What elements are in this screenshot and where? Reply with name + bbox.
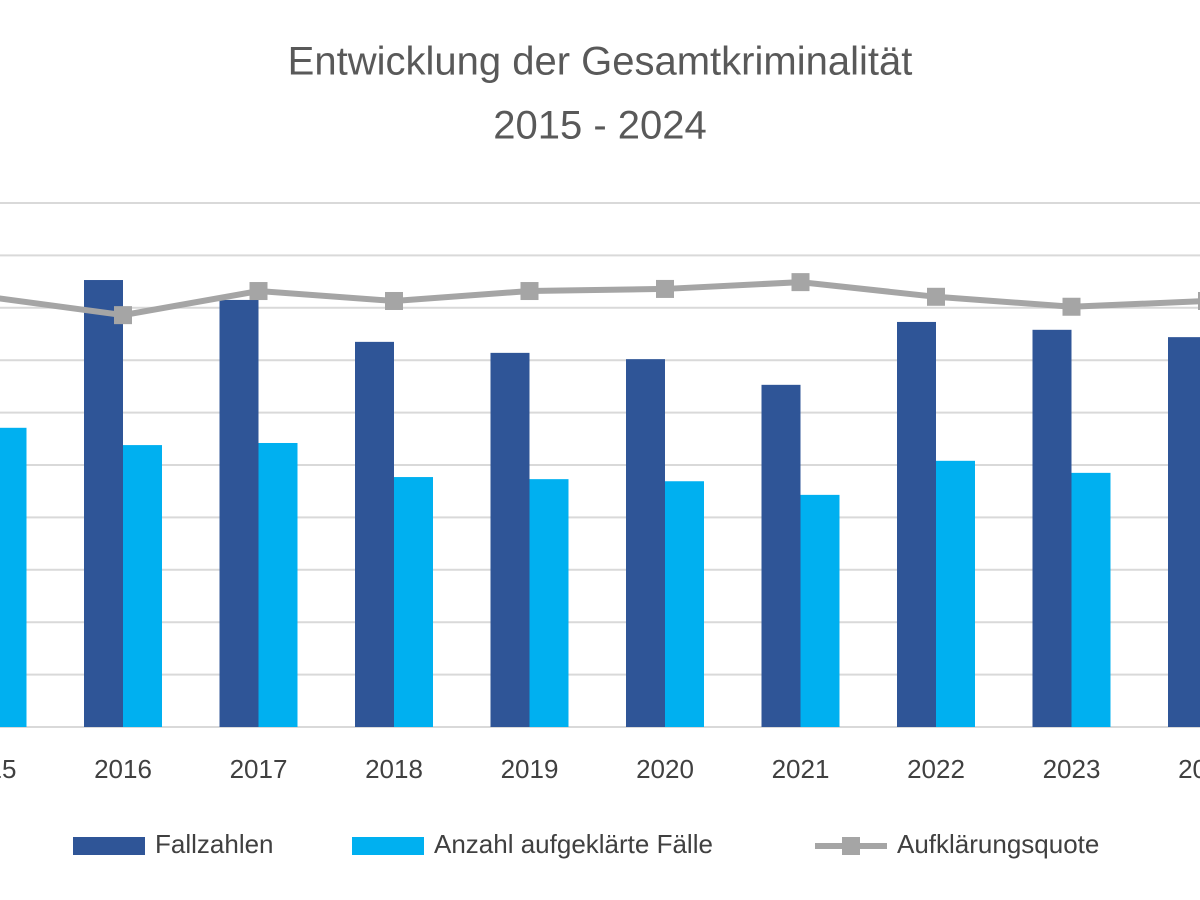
legend-label: Fallzahlen <box>155 829 274 859</box>
x-tick-label: 2022 <box>907 754 965 784</box>
x-tick-label: 2020 <box>636 754 694 784</box>
x-tick-label: 2017 <box>230 754 288 784</box>
x-tick-label: 2024 <box>1178 754 1200 784</box>
x-tick-label: 2023 <box>1043 754 1101 784</box>
bar <box>529 479 569 727</box>
bar <box>1071 472 1111 727</box>
bar <box>897 321 936 727</box>
bar <box>394 477 433 727</box>
marker <box>385 291 403 310</box>
bar <box>490 352 530 727</box>
marker <box>249 282 268 301</box>
marker <box>927 287 945 306</box>
bar <box>800 494 840 727</box>
bar <box>84 280 123 727</box>
x-tick-label: 2015 <box>0 754 16 784</box>
marker <box>656 279 674 298</box>
marker <box>1062 297 1081 316</box>
bar <box>665 481 704 727</box>
x-tick-label: 2021 <box>772 754 830 784</box>
x-tick-label: 2019 <box>501 754 559 784</box>
bar <box>1168 337 1200 727</box>
chart-subtitle: 2015 - 2024 <box>493 104 707 148</box>
legend-label: Anzahl aufgeklärte Fälle <box>434 829 713 859</box>
legend-swatch <box>352 837 424 855</box>
chart-title: Entwicklung der Gesamtkriminalität <box>288 40 913 84</box>
bar <box>123 445 162 727</box>
marker <box>520 282 539 301</box>
legend-swatch <box>73 837 145 855</box>
bar <box>219 299 259 727</box>
bar <box>0 427 27 727</box>
marker <box>791 273 810 292</box>
marker <box>1198 291 1200 310</box>
legend-label: Aufklärungsquote <box>897 829 1099 859</box>
bar <box>626 359 665 727</box>
line <box>0 279 1200 319</box>
bar <box>936 460 975 727</box>
x-tick-label: 2016 <box>94 754 152 784</box>
bar <box>761 384 801 727</box>
legend-swatch <box>842 837 860 855</box>
x-tick-label: 2018 <box>365 754 423 784</box>
bar <box>355 341 394 727</box>
bar <box>258 442 298 727</box>
bar <box>1032 329 1072 727</box>
marker <box>114 306 132 325</box>
